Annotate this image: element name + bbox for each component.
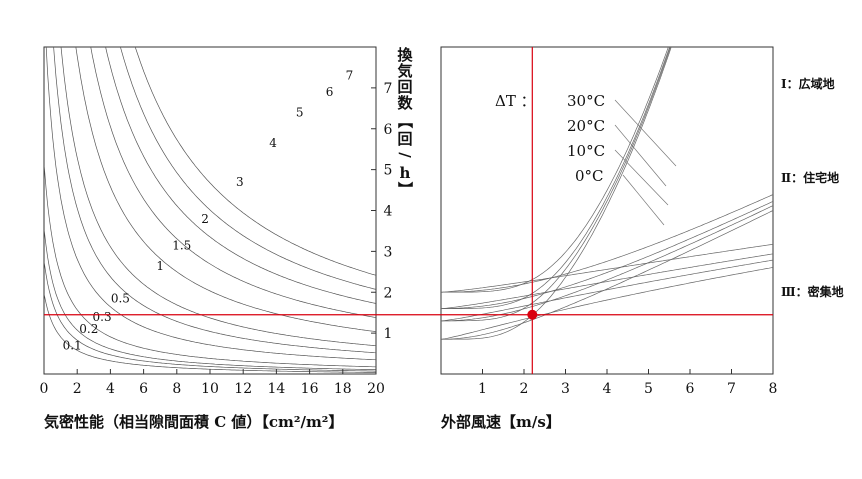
curve-label-4: 4	[269, 136, 277, 150]
right-plot-frame	[440, 46, 774, 375]
legend-leader-0	[614, 99, 677, 167]
left-x-axis-label: 気密性能（相当隙間面積 C 値）【cm²/m²】	[44, 413, 343, 431]
left-y-tick-label-5: 5	[384, 163, 393, 179]
right-x-tick-label-7: 7	[727, 381, 736, 397]
right-x-tick-label-6: 6	[686, 381, 695, 397]
left-y-tick-label-2: 2	[384, 285, 393, 301]
curve-label-0.1: 0.1	[63, 338, 82, 352]
curve-label-1.5: 1.5	[172, 238, 191, 252]
y-axis-label-char-8: 】	[396, 181, 414, 196]
y-axis-label-char-5: 回	[397, 130, 412, 148]
left-x-tick-label-6: 6	[139, 381, 148, 397]
curve-label-2: 2	[201, 212, 209, 226]
y-axis-label-char-4: 【	[396, 113, 414, 128]
right-curve-zone1-dt2	[441, 259, 773, 322]
left-x-tick-label-20: 20	[367, 381, 385, 397]
left-x-tick-label-14: 14	[267, 381, 285, 397]
y-axis-label-char-1: 気	[397, 62, 412, 80]
left-curve-1.5	[53, 47, 376, 354]
left-x-tick-label-10: 10	[201, 381, 219, 397]
right-curve-zone1-dt3	[441, 267, 773, 340]
left-y-tick-label-4: 4	[384, 204, 393, 220]
y-axis-label-char-7: h	[400, 164, 411, 182]
zone-label-3: Ⅲ：密集地	[781, 284, 844, 299]
right-curve-zone2-dt3	[441, 210, 773, 340]
curve-label-7: 7	[346, 69, 354, 83]
left-y-tick-label-1: 1	[384, 326, 393, 342]
right-x-tick-label-5: 5	[644, 381, 653, 397]
right-x-tick-label-2: 2	[520, 381, 529, 397]
right-curve-zone2-dt0	[441, 194, 773, 293]
curve-label-6: 6	[326, 85, 334, 99]
y-axis-label-char-2: 回	[397, 78, 412, 96]
legend-entry-0: 30°C	[567, 92, 605, 110]
left-curve-0.5	[44, 167, 376, 368]
left-curve-0.2	[44, 263, 376, 372]
right-x-axis-label: 外部風速【m/s】	[440, 413, 561, 431]
left-curve-5	[105, 47, 376, 304]
left-curve-3	[75, 47, 376, 332]
right-curve-zone2-dt2	[441, 205, 773, 322]
left-x-tick-label-16: 16	[301, 381, 319, 397]
right-curve-zone3-dt2	[441, 47, 671, 322]
y-axis-label-char-3: 数	[397, 94, 413, 112]
operating-point-marker	[527, 309, 538, 320]
right-panel: 1 2 3 4 5 6 7 8 30°C 20°C 10°C 0°C Ⅰ：広域地 Ⅱ：住宅地 Ⅲ：密集地	[440, 46, 844, 397]
left-x-tick-label-18: 18	[334, 381, 352, 397]
legend-entry-2: 10°C	[567, 142, 605, 160]
overlay	[44, 47, 773, 374]
right-curve-zone1-dt0	[441, 243, 773, 293]
right-x-tick-label-4: 4	[603, 381, 612, 397]
left-curve-0.3	[44, 231, 376, 371]
right-x-tick-label-1: 1	[478, 381, 487, 397]
right-x-tick-label-8: 8	[769, 381, 778, 397]
legend-title: ΔT ：	[495, 92, 536, 110]
right-curves	[441, 47, 773, 340]
right-curve-zone3-dt1	[441, 47, 671, 309]
zone-label-2: Ⅱ：住宅地	[781, 170, 839, 185]
zone-label-1: Ⅰ：広域地	[781, 76, 835, 91]
left-y-tick-label-6: 6	[384, 122, 393, 138]
left-x-tick-label-12: 12	[234, 381, 252, 397]
y-axis-label-char-0: 換	[397, 46, 413, 64]
curve-label-5: 5	[296, 105, 304, 119]
legend-leader-1	[614, 124, 667, 187]
left-x-tick-label-8: 8	[172, 381, 181, 397]
legend-entry-1: 20°C	[567, 117, 605, 135]
left-x-tick-label-4: 4	[106, 381, 115, 397]
curve-label-0.5: 0.5	[111, 291, 130, 305]
right-x-tick-label-3: 3	[561, 381, 570, 397]
left-curves	[44, 47, 376, 373]
left-curve-6	[120, 47, 376, 290]
legend-leader-2	[614, 149, 669, 206]
right-curve-zone2-dt1	[441, 201, 773, 309]
right-curve-zone1-dt1	[441, 253, 773, 309]
curve-label-0.3: 0.3	[93, 310, 112, 324]
left-x-tick-label-0: 0	[40, 381, 49, 397]
left-curve-4	[90, 47, 376, 318]
left-curve-1	[45, 47, 376, 361]
left-y-tick-label-3: 3	[384, 244, 393, 260]
right-curve-zone3-dt3	[441, 47, 672, 340]
left-x-tick-label-2: 2	[73, 381, 82, 397]
curve-label-1: 1	[156, 259, 164, 273]
left-y-tick-label-7: 7	[384, 81, 393, 97]
legend-entry-3: 0°C	[575, 167, 604, 185]
legend-leader-3	[622, 174, 665, 226]
curve-label-0.2: 0.2	[79, 322, 98, 336]
curve-label-3: 3	[236, 175, 244, 189]
right-curve-zone3-dt0	[441, 47, 669, 293]
y-axis-label-char-6: /	[396, 152, 414, 158]
left-curve-2	[60, 47, 376, 347]
left-curve-7	[134, 47, 376, 276]
